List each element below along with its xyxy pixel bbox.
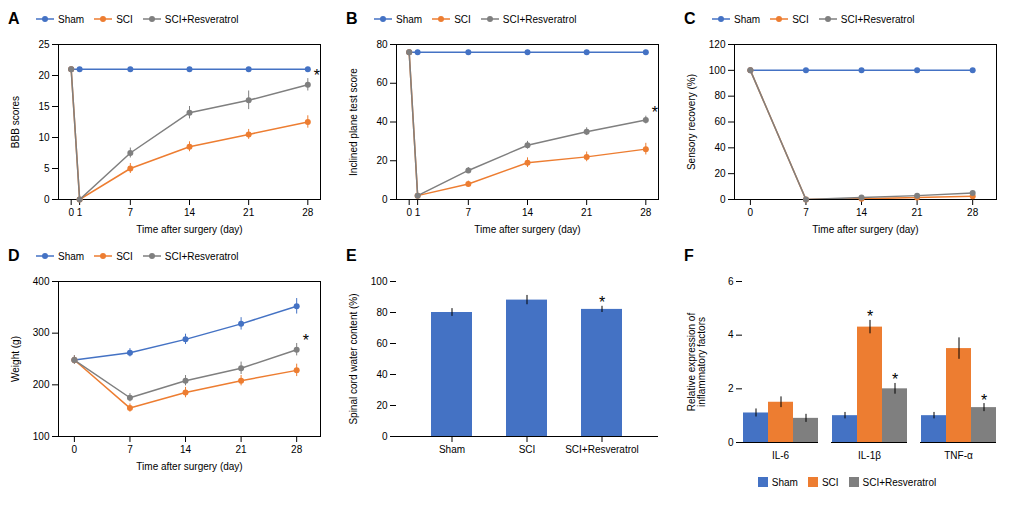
- svg-text:20: 20: [376, 155, 388, 166]
- svg-text:7: 7: [128, 207, 134, 218]
- svg-text:100: 100: [33, 431, 50, 442]
- svg-text:SCI: SCI: [519, 444, 536, 455]
- svg-text:0: 0: [72, 444, 78, 455]
- html-text:F: F: [684, 247, 694, 264]
- svg-text:400: 400: [33, 276, 50, 287]
- svg-text:Weight (g): Weight (g): [10, 336, 21, 382]
- svg-text:40: 40: [376, 116, 388, 127]
- svg-text:0: 0: [720, 194, 726, 205]
- html-text:Sham: Sham: [396, 13, 423, 25]
- svg-text:14: 14: [180, 444, 192, 455]
- svg-text:SCI+Resveratrol: SCI+Resveratrol: [565, 444, 639, 455]
- svg-text:TNF-α: TNF-α: [944, 450, 973, 461]
- svg-text:0: 0: [748, 207, 754, 218]
- svg-text:1: 1: [77, 207, 83, 218]
- svg-text:4: 4: [728, 329, 734, 340]
- svg-text:Sham: Sham: [439, 444, 465, 455]
- svg-text:*: *: [652, 104, 658, 121]
- svg-text:*: *: [303, 332, 309, 349]
- svg-text:10: 10: [38, 132, 50, 143]
- svg-text:Time after surgery (day): Time after surgery (day): [812, 224, 918, 235]
- svg-text:*: *: [981, 392, 987, 409]
- svg-text:IL-1β: IL-1β: [858, 450, 881, 461]
- svg-text:20: 20: [376, 400, 388, 411]
- svg-text:6: 6: [728, 276, 734, 287]
- svg-text:21: 21: [581, 207, 593, 218]
- html-text:B: B: [346, 10, 358, 27]
- svg-text:0: 0: [406, 207, 412, 218]
- html-text:Sham: Sham: [58, 250, 85, 262]
- html-text:SCI+Resveratrol: SCI+Resveratrol: [862, 476, 937, 488]
- html-text:Sham: Sham: [734, 13, 761, 25]
- svg-text:28: 28: [967, 207, 979, 218]
- svg-text:BBB scores: BBB scores: [10, 96, 21, 148]
- svg-text:80: 80: [376, 39, 388, 50]
- svg-text:7: 7: [127, 444, 133, 455]
- svg-text:28: 28: [640, 207, 652, 218]
- html-text:SCI: SCI: [116, 13, 133, 25]
- svg-text:*: *: [314, 67, 320, 84]
- svg-text:*: *: [867, 308, 873, 325]
- html-text:SCI+Resveratrol: SCI+Resveratrol: [840, 13, 915, 25]
- svg-text:20: 20: [714, 168, 726, 179]
- html-text:SCI: SCI: [821, 476, 839, 488]
- svg-text:Sensory recovery (%): Sensory recovery (%): [686, 74, 697, 170]
- svg-text:200: 200: [33, 379, 50, 390]
- svg-text:7: 7: [466, 207, 472, 218]
- svg-text:IL-6: IL-6: [772, 450, 790, 461]
- svg-text:*: *: [599, 294, 605, 311]
- svg-text:100: 100: [709, 65, 726, 76]
- svg-text:60: 60: [376, 77, 388, 88]
- svg-text:*: *: [892, 371, 898, 388]
- svg-text:Spinal cord water content (%): Spinal cord water content (%): [348, 293, 359, 424]
- svg-text:100: 100: [371, 276, 388, 287]
- html-text:SCI: SCI: [792, 13, 809, 25]
- svg-text:14: 14: [856, 207, 868, 218]
- svg-text:60: 60: [714, 116, 726, 127]
- svg-text:Time after surgery (day): Time after surgery (day): [136, 461, 242, 472]
- html-text:Sham: Sham: [771, 476, 798, 488]
- svg-text:21: 21: [236, 444, 248, 455]
- svg-text:20: 20: [38, 70, 50, 81]
- html-text:E: E: [346, 247, 357, 264]
- svg-text:60: 60: [376, 338, 388, 349]
- html-text:SCI+Resveratrol: SCI+Resveratrol: [164, 13, 239, 25]
- html-text:A: A: [8, 10, 20, 27]
- html-text:Sham: Sham: [58, 13, 85, 25]
- svg-text:Relative expression ofinflamma: Relative expression ofinflammatory facto…: [686, 313, 707, 412]
- svg-text:300: 300: [33, 327, 50, 338]
- html-text:C: C: [684, 10, 696, 27]
- svg-text:80: 80: [376, 307, 388, 318]
- html-text:SCI: SCI: [454, 13, 471, 25]
- html-text:D: D: [8, 247, 20, 264]
- svg-text:0: 0: [382, 431, 388, 442]
- svg-text:14: 14: [184, 207, 196, 218]
- svg-text:15: 15: [38, 101, 50, 112]
- svg-text:0: 0: [382, 194, 388, 205]
- html-text:SCI+Resveratrol: SCI+Resveratrol: [502, 13, 577, 25]
- svg-text:0: 0: [44, 194, 50, 205]
- svg-text:7: 7: [803, 207, 809, 218]
- svg-text:28: 28: [291, 444, 303, 455]
- svg-text:0: 0: [728, 437, 734, 448]
- svg-text:21: 21: [912, 207, 924, 218]
- svg-text:40: 40: [376, 369, 388, 380]
- svg-text:120: 120: [709, 39, 726, 50]
- svg-text:21: 21: [243, 207, 255, 218]
- svg-text:2: 2: [728, 383, 734, 394]
- svg-text:40: 40: [714, 142, 726, 153]
- html-text:SCI: SCI: [116, 250, 133, 262]
- svg-text:1: 1: [415, 207, 421, 218]
- svg-text:28: 28: [302, 207, 314, 218]
- svg-text:Inclined plane test score: Inclined plane test score: [348, 68, 359, 176]
- svg-text:25: 25: [38, 39, 50, 50]
- svg-text:0: 0: [68, 207, 74, 218]
- svg-text:14: 14: [522, 207, 534, 218]
- html-text:SCI+Resveratrol: SCI+Resveratrol: [164, 250, 239, 262]
- svg-text:Time after surgery (day): Time after surgery (day): [474, 224, 580, 235]
- svg-text:80: 80: [714, 90, 726, 101]
- svg-text:5: 5: [44, 163, 50, 174]
- svg-text:Time after surgery (day): Time after surgery (day): [136, 224, 242, 235]
